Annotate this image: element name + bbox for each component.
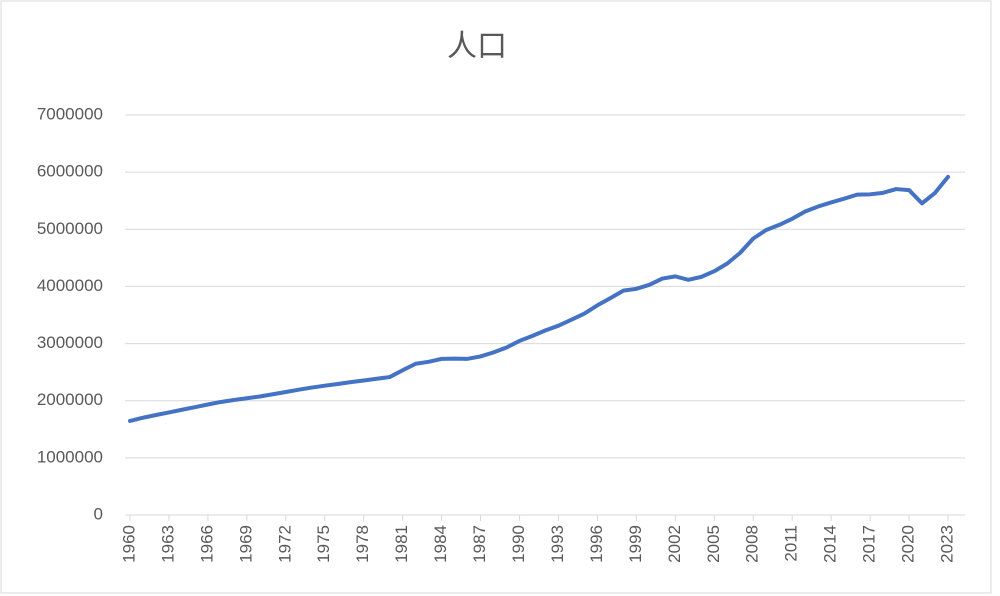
x-tick-label: 1981 [392,525,411,563]
x-tick-label: 1990 [509,525,528,563]
chart-title: 人口 [447,30,507,63]
x-tick-label: 1984 [431,525,450,563]
x-tick-label: 2011 [782,525,801,562]
y-tick-label: 3000000 [37,333,103,352]
x-tick-label: 1966 [197,525,216,563]
y-tick-label: 2000000 [37,390,103,409]
x-tick-label: 2014 [821,525,840,563]
x-tick-label: 1969 [236,525,255,563]
x-tick-label: 1978 [353,525,372,563]
x-tick-label: 2008 [743,525,762,563]
x-tick-label: 2002 [665,525,684,563]
y-tick-label: 6000000 [37,162,103,181]
x-tick-label: 2017 [860,525,879,563]
x-tick-label: 1993 [548,525,567,563]
x-tick-label: 2023 [937,525,956,563]
y-tick-label: 1000000 [37,447,103,466]
x-tick-label: 1996 [587,525,606,563]
x-tick-label: 1960 [119,525,138,563]
y-tick-label: 0 [94,504,103,523]
x-tick-label: 1999 [626,525,645,563]
y-tick-label: 7000000 [37,104,103,123]
y-tick-label: 5000000 [37,219,103,238]
x-tick-label: 1972 [275,525,294,563]
x-tick-label: 1963 [158,525,177,563]
x-tick-label: 1975 [314,525,333,563]
x-tick-label: 2020 [899,525,918,563]
x-tick-label: 1987 [470,525,489,563]
x-tick-label: 2005 [704,525,723,563]
y-tick-label: 4000000 [37,276,103,295]
data-line [128,174,950,423]
